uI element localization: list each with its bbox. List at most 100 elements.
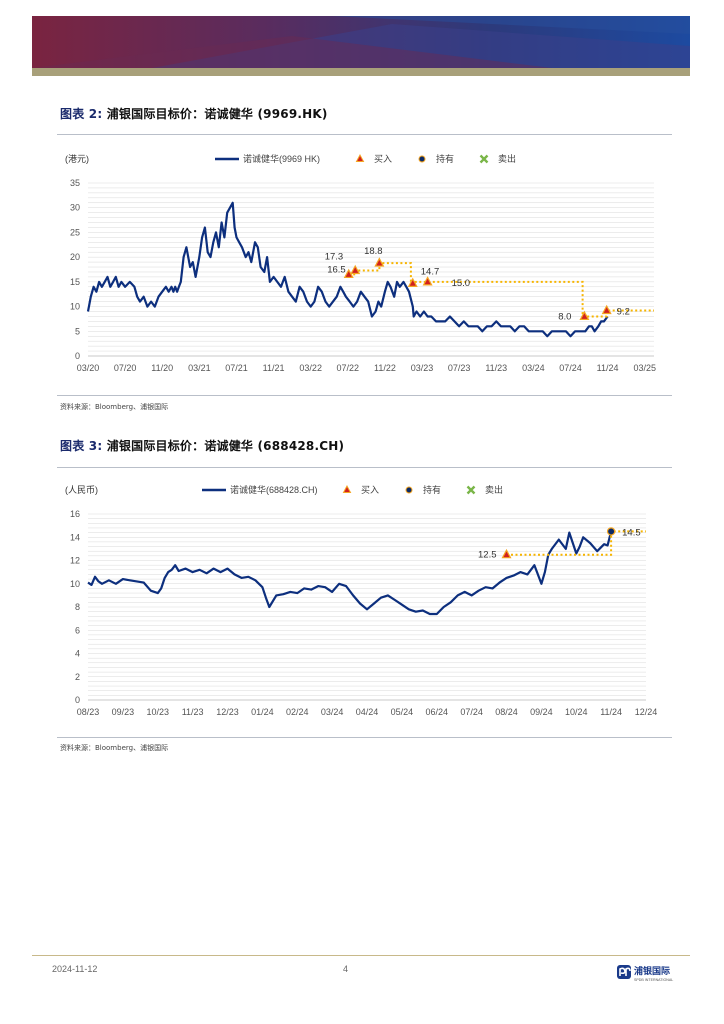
x-tick-label: 12/24 [635,707,658,717]
buy-marker [601,304,612,315]
x-tick-label: 01/24 [251,707,274,717]
unit-label: (人民币) [65,485,98,495]
x-tick-label: 03/24 [321,707,344,717]
x-tick-label: 07/21 [225,363,248,373]
y-tick-label: 14 [70,532,80,542]
buy-marker [422,276,433,286]
legend-buy-swatch [355,153,365,162]
svg-text:SPDB INTERNATIONAL: SPDB INTERNATIONAL [634,978,673,982]
figure-3-source: 资料来源：Bloomberg、浦银国际 [60,744,169,752]
price-series-line [86,201,609,338]
figure-3-top-rule [57,467,672,468]
y-tick-label: 8 [75,602,80,612]
page-number: 4 [343,964,349,974]
figure-2-top-rule [57,134,672,135]
legend-hold-swatch [418,155,426,163]
y-tick-label: 15 [70,277,80,287]
buy-marker [579,310,590,321]
x-tick-label: 04/24 [356,707,379,717]
legend-sell-swatch [466,485,476,495]
x-tick-label: 03/20 [77,363,100,373]
target-price-label: 9.2 [617,307,630,318]
x-tick-label: 03/22 [299,363,322,373]
x-tick-label: 10/24 [565,707,588,717]
x-tick-label: 03/24 [522,363,545,373]
x-tick-label: 03/23 [411,363,434,373]
x-tick-label: 09/23 [112,707,135,717]
y-tick-label: 20 [70,252,80,262]
legend-sell-label: 卖出 [485,484,503,495]
x-tick-label: 09/24 [530,707,553,717]
buy-marker [501,548,512,559]
y-tick-label: 12 [70,556,80,566]
x-tick-label: 07/24 [460,707,483,717]
footer-date: 2024-11-12 [52,964,98,974]
legend-hold-label: 持有 [436,153,454,164]
figure-2-chart: (港元) 诺诚健华(9969 HK) 买入 持有 卖出 0 5 10 15 20 25 30 35 03/… [65,153,656,373]
target-price-label: 18.8 [364,246,383,257]
x-tick-label: 07/24 [559,363,582,373]
x-tick-label: 06/24 [425,707,448,717]
y-tick-label: 5 [75,326,80,336]
header-banner [32,16,690,68]
figure-3-title: 图表 3: 浦银国际目标价：诺诚健华 (688428.CH) [60,437,344,454]
target-price-label: 8.0 [558,311,571,322]
y-tick-label: 2 [75,672,80,682]
price-series-line [87,531,613,616]
x-tick-label: 07/23 [448,363,471,373]
x-tick-label: 11/21 [263,363,285,373]
legend-sell-label: 卖出 [498,153,516,164]
target-price-label: 16.5 [327,264,346,275]
target-price-line [506,530,646,556]
y-tick-label: 0 [75,351,80,361]
legend-series-label: 诺诚健华(688428.CH) [230,484,318,495]
figure-3-chart: (人民币) 诺诚健华(688428.CH) 买入 持有 卖出 0 2 4 6 8 10 12 14 16 0… [65,484,658,717]
x-tick-label: 12/23 [216,707,239,717]
x-tick-label: 03/21 [188,363,211,373]
target-price-label: 15.0 [452,278,471,289]
x-tick-label: 11/24 [600,707,622,717]
legend-hold-label: 持有 [423,484,441,495]
legend-buy-label: 买入 [361,485,379,495]
figure-3-bottom-rule [57,737,672,738]
x-tick-label: 11/20 [151,363,173,373]
header-stripe [32,68,690,76]
x-tick-label: 07/20 [114,363,137,373]
hold-marker [606,527,616,536]
svg-text:浦银国际: 浦银国际 [634,965,670,976]
legend-sell-swatch [479,154,489,164]
buy-marker [374,257,385,267]
x-tick-label: 11/24 [597,363,619,373]
legend-buy-swatch [342,484,352,493]
figure-3-number: 图表 3: [60,439,103,453]
x-tick-label: 11/23 [485,363,507,373]
x-tick-label: 11/22 [374,363,396,373]
x-tick-label: 08/24 [495,707,518,717]
y-tick-label: 6 [75,625,80,635]
y-tick-label: 16 [70,509,80,519]
figure-2-bottom-rule [57,395,672,396]
x-tick-label: 11/23 [182,707,204,717]
legend-series-label: 诺诚健华(9969 HK) [243,153,320,164]
x-tick-label: 10/23 [146,707,169,717]
figure-3-title-text: 浦银国际目标价：诺诚健华 (688428.CH) [106,439,345,453]
footer-rule [32,955,690,956]
x-tick-label: 02/24 [286,707,309,717]
y-tick-label: 30 [70,203,80,213]
target-price-label: 14.7 [421,266,440,277]
legend-buy-label: 买入 [374,154,392,164]
x-tick-label: 05/24 [391,707,414,717]
company-logo: 浦银国际 SPDB INTERNATIONAL [617,965,673,982]
target-price-label: 17.3 [325,251,344,262]
figure-2-title: 图表 2: 浦银国际目标价：诺诚健华 (9969.HK) [60,105,328,122]
unit-label: (港元) [65,153,89,164]
legend-hold-swatch [405,486,413,494]
y-tick-label: 10 [70,579,80,589]
figure-2-title-text: 浦银国际目标价：诺诚健华 (9969.HK) [106,107,328,121]
y-tick-label: 0 [75,695,80,705]
x-tick-label: 03/25 [633,363,656,373]
buy-marker [407,277,418,287]
figure-2-number: 图表 2: [60,107,103,121]
y-tick-label: 10 [70,302,80,312]
buy-marker [350,264,361,275]
